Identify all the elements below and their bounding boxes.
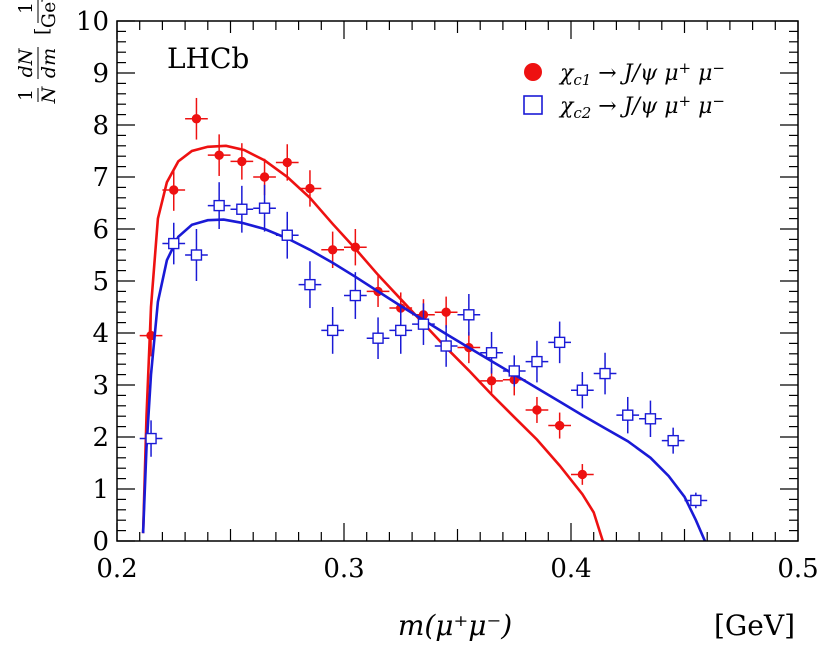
- data-point: [553, 336, 566, 349]
- data-point: [622, 409, 634, 421]
- data-point: [485, 347, 498, 359]
- y-tick-label: 2: [92, 423, 109, 453]
- series-2: [139, 182, 708, 542]
- data-point: [237, 156, 247, 167]
- y-tick-label: 6: [92, 215, 109, 245]
- data-point: [532, 405, 542, 415]
- data-point: [327, 245, 338, 255]
- legend-label: χc1 → J/ψ μ+ μ−: [558, 59, 725, 88]
- data-point: [190, 249, 203, 261]
- data-point: [441, 307, 451, 317]
- data-point: [282, 157, 292, 168]
- data-point: [486, 376, 497, 386]
- y-tick-label: 0: [92, 527, 109, 557]
- y-tick-label: 10: [76, 7, 109, 37]
- y-label-deriv-num: dN: [15, 47, 37, 77]
- data-point: [145, 432, 157, 445]
- y-tick-label: 5: [92, 267, 109, 297]
- legend-entry-1: χc1 → J/ψ μ+ μ−: [524, 59, 725, 89]
- data-point: [213, 199, 225, 212]
- x-tick-label: 0.4: [550, 554, 591, 584]
- y-tick-label: 4: [92, 319, 109, 349]
- data-point: [281, 229, 293, 241]
- x-axis-unit: [GeV]: [714, 609, 795, 642]
- x-axis-title: m(μ⁺μ⁻): [398, 609, 512, 642]
- y-label-unit-den: GeV: [38, 0, 60, 28]
- y-label-deriv-den: dm: [38, 48, 60, 78]
- data-point: [417, 318, 430, 330]
- legend: χc1 → J/ψ μ+ μ− χc2 → J/ψ μ+ μ−: [523, 59, 725, 122]
- data-point: [440, 340, 452, 352]
- data-point: [305, 183, 315, 194]
- y-label-unit-num: 1: [15, 2, 37, 14]
- data-point: [169, 185, 179, 195]
- y-tick-label: 9: [92, 59, 109, 89]
- data-point: [667, 434, 679, 447]
- legend-entry-2: χc2 → J/ψ μ+ μ−: [523, 92, 725, 122]
- data-point: [690, 494, 702, 507]
- y-label-prefix-num: 1: [15, 89, 37, 101]
- legend-marker: [523, 95, 543, 115]
- data-point: [576, 384, 589, 396]
- data-point: [304, 278, 316, 291]
- y-tick-label: 1: [92, 475, 109, 505]
- y-tick-label: 7: [92, 163, 109, 193]
- data-point: [554, 420, 565, 431]
- data-point: [236, 203, 248, 215]
- legend-marker: [524, 63, 542, 81]
- data-point: [259, 172, 270, 182]
- fit-curve: [141, 218, 707, 542]
- x-tick-label: 0.2: [96, 554, 137, 584]
- data-point: [577, 469, 588, 480]
- data-point: [214, 150, 224, 160]
- legend-label: χc2 → J/ψ μ+ μ−: [558, 92, 725, 121]
- data-point: [395, 324, 407, 337]
- data-point: [599, 367, 611, 380]
- data-point: [372, 332, 384, 344]
- data-point: [531, 355, 543, 368]
- data-point: [326, 324, 339, 337]
- data-point: [258, 202, 271, 214]
- data-point: [168, 237, 180, 250]
- svg-text:[: [: [31, 28, 53, 35]
- data-point: [349, 289, 362, 302]
- data-point: [463, 309, 475, 321]
- y-tick-label: 3: [92, 371, 109, 401]
- y-label-prefix-den: N: [38, 85, 60, 104]
- data-point: [644, 413, 657, 425]
- data-point: [191, 114, 202, 124]
- lhcb-label: LHCb: [167, 42, 249, 75]
- data-point: [350, 242, 361, 252]
- y-axis-title: 1 N dN dm [ 1 GeV ]: [15, 0, 60, 104]
- x-tick-label: 0.5: [777, 554, 817, 584]
- data-point: [508, 365, 520, 377]
- x-tick-label: 0.3: [323, 554, 364, 584]
- y-tick-label: 8: [92, 111, 109, 141]
- fit-curve: [141, 144, 605, 542]
